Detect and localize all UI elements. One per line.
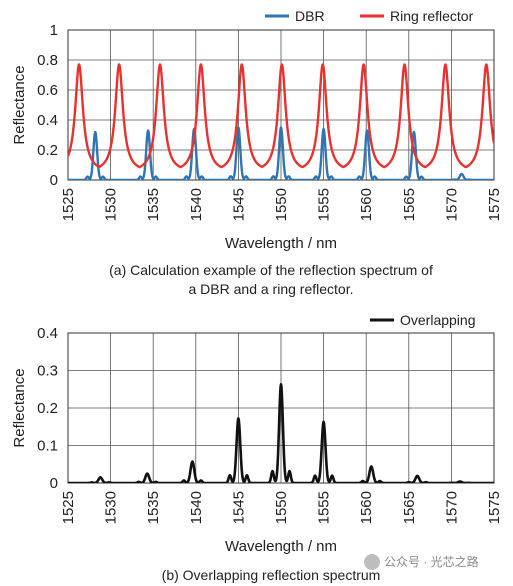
plot-frame [67, 332, 495, 484]
watermark: 公众号 · 光芯之路 [364, 554, 479, 570]
chart-panel-a: 0 0.2 0.4 0.6 0.8 1 1525 1530 1535 1540 1545 1550 15… [11, 8, 503, 297]
y-tick-label: 0.3 [37, 363, 58, 380]
watermark-logo-icon [364, 554, 380, 570]
x-tick-label: 1575 [486, 491, 503, 524]
x-tick-label: 1575 [486, 188, 503, 221]
x-tick-label: 1550 [273, 188, 290, 221]
x-tick-label: 1545 [230, 491, 247, 524]
y-tick-label: 1 [50, 22, 58, 39]
y-tick-label: 0.4 [37, 325, 58, 342]
figure-caption: a DBR and a ring reflector. [189, 281, 354, 297]
x-axis-title: Wavelength / nm [225, 538, 337, 555]
x-tick-label: 1555 [316, 491, 333, 524]
x-tick-label: 1560 [358, 491, 375, 524]
x-tick-label: 1535 [145, 188, 162, 221]
x-tick-label: 1525 [60, 188, 77, 221]
x-tick-label: 1555 [316, 188, 333, 221]
x-tick-label: 1540 [188, 491, 205, 524]
x-tick-label: 1540 [188, 188, 205, 221]
legend-label: Overlapping [400, 312, 476, 328]
x-tick-label: 1535 [145, 491, 162, 524]
y-tick-label: 0.8 [37, 52, 58, 69]
y-axis-title: Reflectance [11, 65, 28, 144]
y-tick-label: 0 [50, 172, 58, 189]
plot-frame [67, 29, 495, 181]
x-tick-label: 1530 [103, 491, 120, 524]
x-tick-label: 1565 [401, 188, 418, 221]
x-tick-label: 1570 [443, 491, 460, 524]
y-tick-label: 0 [50, 475, 58, 492]
x-tick-label: 1570 [443, 188, 460, 221]
y-axis-title: Reflectance [11, 368, 28, 447]
chart-panel-b: 0 0.1 0.2 0.3 0.4 1525 1530 1535 1540 1545 1550 155… [11, 312, 503, 583]
x-tick-label: 1565 [401, 491, 418, 524]
x-tick-label: 1550 [273, 491, 290, 524]
legend-label: DBR [295, 8, 325, 24]
series-line-overlapping [68, 383, 494, 483]
watermark-text: 公众号 · 光芯之路 [384, 554, 479, 569]
series-line-dbr [68, 126, 494, 180]
x-tick-label: 1530 [103, 188, 120, 221]
x-tick-label: 1560 [358, 188, 375, 221]
x-tick-label: 1545 [230, 188, 247, 221]
figure-caption: (a) Calculation example of the reflectio… [109, 262, 433, 278]
series-line-ring-reflector [68, 63, 494, 169]
y-tick-label: 0.2 [37, 142, 58, 159]
legend-label: Ring reflector [390, 8, 474, 24]
y-tick-label: 0.6 [37, 82, 58, 99]
x-axis-title: Wavelength / nm [225, 235, 337, 252]
y-tick-label: 0.1 [37, 438, 58, 455]
x-tick-label: 1525 [60, 491, 77, 524]
figure-caption: (b) Overlapping reflection spectrum [162, 567, 381, 583]
y-tick-label: 0.2 [37, 400, 58, 417]
y-tick-label: 0.4 [37, 112, 58, 129]
